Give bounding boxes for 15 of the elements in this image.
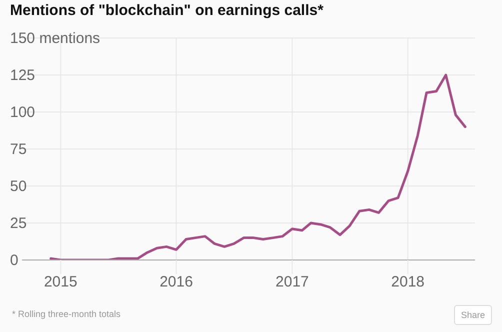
y-tick-label: 0 [10,252,18,269]
x-tick-label: 2018 [391,274,425,291]
line-series [50,74,466,260]
y-tick-label: 150 mentions [10,30,100,47]
y-tick-label: 125 [10,67,36,84]
y-tick-label: 100 [10,104,36,121]
y-tick-label: 75 [10,141,27,158]
x-tick-label: 2016 [160,274,193,291]
text: * Rolling three-month totals [12,309,121,319]
y-tick-label: 25 [10,215,27,232]
share-button: Share [454,305,492,325]
x-tick-label: 2017 [276,274,309,291]
x-tick-label: 2015 [44,274,78,291]
chart-title: Mentions of "blockchain" on earnings calls* [10,2,324,19]
y-tick-label: 50 [10,178,27,195]
